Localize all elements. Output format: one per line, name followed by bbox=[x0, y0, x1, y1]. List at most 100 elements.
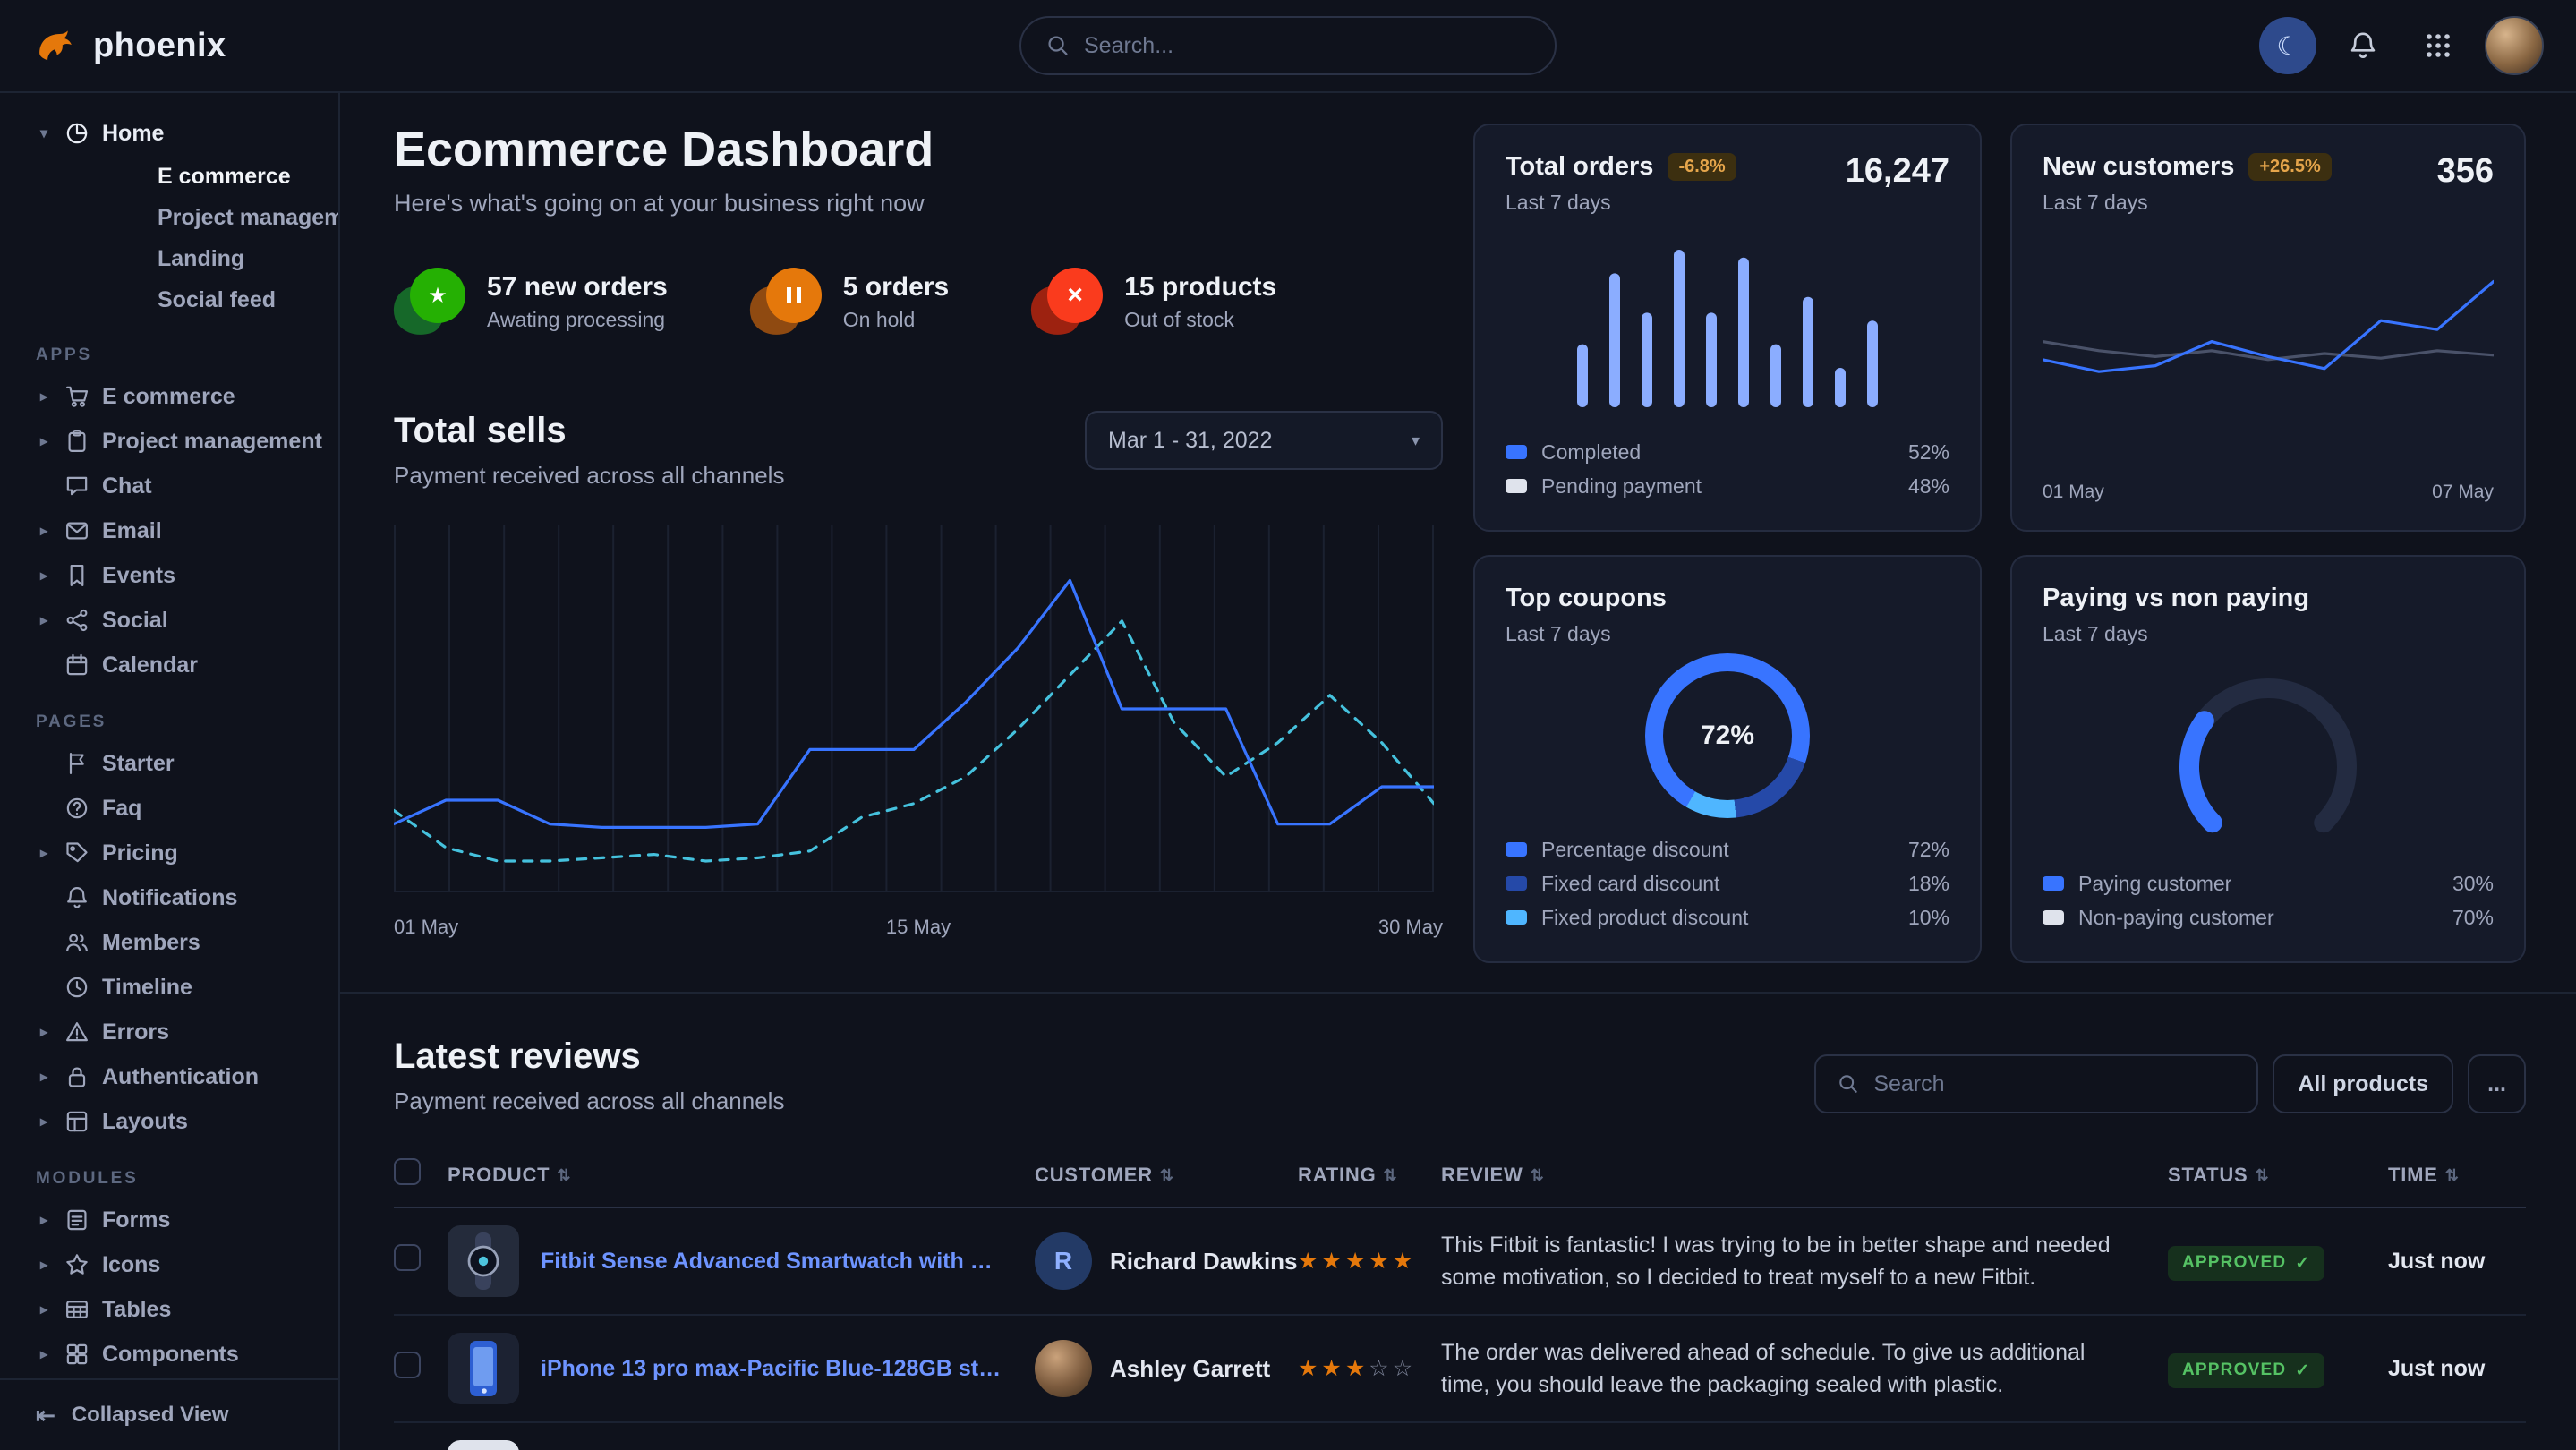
legend-swatch bbox=[2043, 910, 2064, 925]
sidebar-subitem-social-feed[interactable]: Social feed bbox=[0, 279, 338, 320]
sidebar-item-pricing[interactable]: ▸Pricing bbox=[0, 831, 338, 875]
sidebar-item-timeline[interactable]: Timeline bbox=[0, 965, 338, 1010]
column-label: STATUS bbox=[2168, 1164, 2248, 1187]
column-header-rating[interactable]: RATING⇅ bbox=[1298, 1164, 1441, 1187]
page-title: Ecommerce Dashboard bbox=[394, 122, 1443, 177]
customer-name: Richard Dawkins bbox=[1110, 1248, 1298, 1275]
product-cell: Fitbit Sense Advanced Smartwatch with To… bbox=[448, 1225, 1035, 1297]
column-header-product[interactable]: PRODUCT⇅ bbox=[448, 1164, 1035, 1187]
collapse-view-toggle[interactable]: ⇤ Collapsed View bbox=[0, 1378, 338, 1450]
legend-row-paying-customer: Paying customer30% bbox=[2043, 866, 2494, 900]
chevron-down-icon: ▾ bbox=[1412, 431, 1420, 450]
star-icon: ★ bbox=[1345, 1249, 1369, 1274]
clock-icon bbox=[64, 975, 90, 1000]
sidebar-item-home[interactable]: ▾Home bbox=[0, 111, 338, 156]
table-row: iPhone 13 pro max-Pacific Blue-128GB sto… bbox=[394, 1316, 2526, 1423]
card-title: Total orders bbox=[1506, 152, 1653, 182]
sidebar-item-forms[interactable]: ▸Forms bbox=[0, 1198, 338, 1242]
bell-icon bbox=[2348, 30, 2378, 61]
product-link[interactable]: iPhone 13 pro max-Pacific Blue-128GB sto… bbox=[541, 1356, 1002, 1382]
customer-name: Ashley Garrett bbox=[1110, 1355, 1270, 1383]
date-range-select[interactable]: Mar 1 - 31, 2022 ▾ bbox=[1085, 411, 1443, 470]
sidebar-nav: ▾HomeE commerceProject managementLanding… bbox=[0, 93, 338, 1378]
user-avatar[interactable] bbox=[2485, 16, 2544, 75]
stat-x-icon: × bbox=[1047, 268, 1103, 323]
sidebar-item-calendar[interactable]: Calendar bbox=[0, 643, 338, 687]
sidebar-item-components[interactable]: ▸Components bbox=[0, 1332, 338, 1377]
column-header-customer[interactable]: CUSTOMER⇅ bbox=[1035, 1164, 1298, 1187]
legend-label: Non-paying customer bbox=[2078, 906, 2274, 930]
total-sells-chart: 01 May 15 May 30 May bbox=[394, 525, 1443, 939]
kpi-cards-grid: Total orders -6.8% 16,247 Last 7 days Co… bbox=[1473, 122, 2526, 992]
sidebar-item-faq[interactable]: Faq bbox=[0, 786, 338, 831]
all-products-button[interactable]: All products bbox=[2273, 1054, 2453, 1113]
legend-value: 52% bbox=[1908, 440, 1949, 465]
sidebar-item-layouts[interactable]: ▸Layouts bbox=[0, 1099, 338, 1144]
stat-icon-wrap bbox=[750, 268, 822, 336]
reviews-table: PRODUCT⇅CUSTOMER⇅RATING⇅REVIEW⇅STATUS⇅TI… bbox=[394, 1144, 2526, 1450]
product-cell bbox=[448, 1440, 1035, 1450]
more-options-button[interactable]: ... bbox=[2468, 1054, 2526, 1113]
status-badge: APPROVED✓ bbox=[2168, 1246, 2324, 1281]
sidebar-item-e-commerce[interactable]: ▸E commerce bbox=[0, 374, 338, 419]
sort-icon: ⇅ bbox=[1531, 1166, 1545, 1185]
sidebar-item-chat[interactable]: Chat bbox=[0, 464, 338, 508]
tag-icon bbox=[64, 840, 90, 866]
latest-reviews-section: Latest reviews Payment received across a… bbox=[340, 994, 2576, 1450]
row-checkbox[interactable] bbox=[394, 1158, 421, 1185]
reviews-search[interactable] bbox=[1814, 1054, 2258, 1113]
legend-row-fixed-card-discount: Fixed card discount18% bbox=[1506, 866, 1949, 900]
table-header-row: PRODUCT⇅CUSTOMER⇅RATING⇅REVIEW⇅STATUS⇅TI… bbox=[394, 1144, 2526, 1208]
legend-label: Fixed card discount bbox=[1541, 872, 1719, 896]
column-header-review[interactable]: REVIEW⇅ bbox=[1441, 1164, 2168, 1187]
legend-row-non-paying-customer: Non-paying customer70% bbox=[2043, 900, 2494, 934]
sidebar-item-label: Email bbox=[102, 518, 162, 544]
legend-swatch bbox=[1506, 479, 1527, 493]
sidebar-item-label: Forms bbox=[102, 1207, 170, 1233]
reviews-title: Latest reviews bbox=[394, 1036, 784, 1077]
product-thumbnail-watch bbox=[448, 1225, 519, 1297]
stat-text: 5 ordersOn hold bbox=[843, 272, 949, 332]
sidebar-item-project-management[interactable]: ▸Project management bbox=[0, 419, 338, 464]
global-search[interactable] bbox=[1019, 16, 1557, 75]
stat-text: 15 productsOut of stock bbox=[1124, 272, 1276, 332]
sidebar-subitem-project-management[interactable]: Project management bbox=[0, 197, 338, 238]
column-header-status[interactable]: STATUS⇅ bbox=[2168, 1164, 2388, 1187]
brand-logo[interactable]: phoenix bbox=[32, 22, 226, 69]
pie-icon bbox=[64, 121, 90, 146]
column-header-time[interactable]: TIME⇅ bbox=[2388, 1164, 2526, 1187]
sidebar-item-members[interactable]: Members bbox=[0, 920, 338, 965]
time-text: Just now bbox=[2388, 1356, 2526, 1382]
sidebar-item-tables[interactable]: ▸Tables bbox=[0, 1287, 338, 1332]
sidebar-item-authentication[interactable]: ▸Authentication bbox=[0, 1054, 338, 1099]
row-checkbox[interactable] bbox=[394, 1244, 421, 1271]
legend-row-completed: Completed52% bbox=[1506, 435, 1949, 469]
notifications-button[interactable] bbox=[2334, 17, 2392, 74]
column-label: CUSTOMER bbox=[1035, 1164, 1153, 1187]
sidebar-item-label: Starter bbox=[102, 751, 175, 777]
sidebar-subitem-e-commerce[interactable]: E commerce bbox=[0, 156, 338, 197]
dark-mode-toggle[interactable]: ☾ bbox=[2259, 17, 2316, 74]
search-input[interactable] bbox=[1084, 33, 1530, 59]
reviews-toolbar: All products ... bbox=[1814, 1054, 2526, 1113]
sidebar-item-events[interactable]: ▸Events bbox=[0, 553, 338, 598]
sidebar-item-email[interactable]: ▸Email bbox=[0, 508, 338, 553]
stat-star-icon: ★ bbox=[410, 268, 465, 323]
legend-value: 30% bbox=[2452, 872, 2494, 896]
table-row: Fitbit Sense Advanced Smartwatch with To… bbox=[394, 1208, 2526, 1316]
rating-stars: ★★★☆☆ bbox=[1298, 1355, 1441, 1382]
sidebar-item-notifications[interactable]: Notifications bbox=[0, 875, 338, 920]
reviews-search-input[interactable] bbox=[1873, 1071, 2235, 1097]
sidebar-item-social[interactable]: ▸Social bbox=[0, 598, 338, 643]
stat-caption: Awating processing bbox=[487, 308, 668, 332]
product-link[interactable]: Fitbit Sense Advanced Smartwatch with To… bbox=[541, 1249, 1002, 1275]
card-period: Last 7 days bbox=[1506, 622, 1949, 646]
sidebar-item-icons[interactable]: ▸Icons bbox=[0, 1242, 338, 1287]
sidebar-item-errors[interactable]: ▸Errors bbox=[0, 1010, 338, 1054]
sidebar-subitem-landing[interactable]: Landing bbox=[0, 238, 338, 279]
lock-icon bbox=[64, 1064, 90, 1089]
legend-row-pending-payment: Pending payment48% bbox=[1506, 469, 1949, 503]
row-checkbox[interactable] bbox=[394, 1352, 421, 1378]
sidebar-item-starter[interactable]: Starter bbox=[0, 741, 338, 786]
apps-menu-button[interactable] bbox=[2410, 17, 2467, 74]
